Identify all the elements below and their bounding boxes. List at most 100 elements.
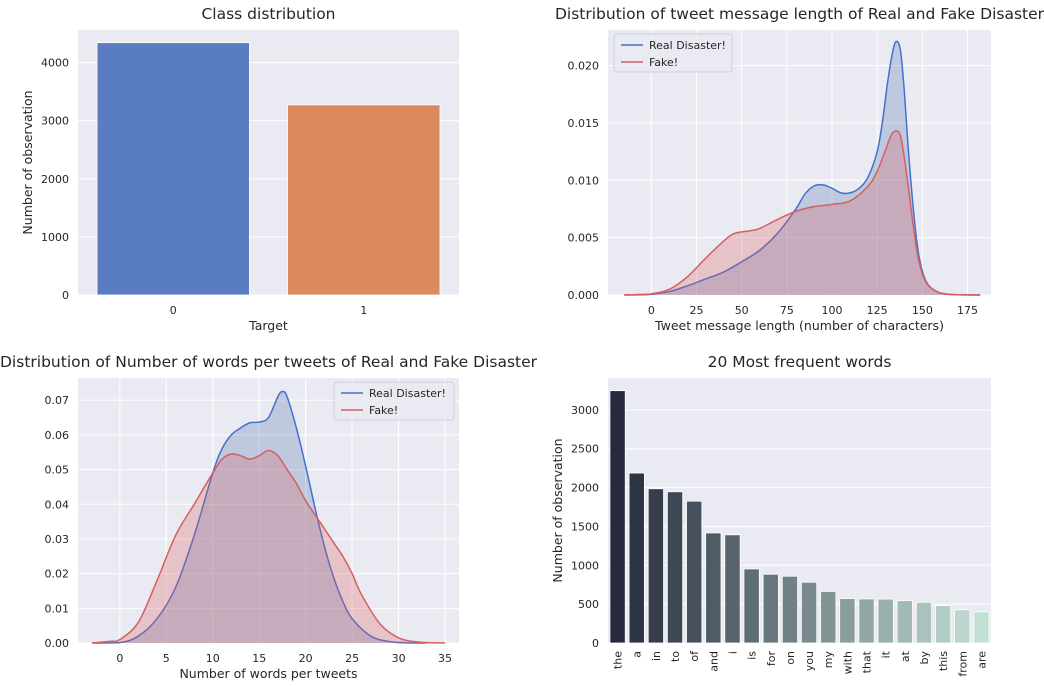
legend-box	[613, 33, 733, 73]
bar	[96, 42, 250, 296]
legend-label: Real Disaster!	[369, 387, 446, 400]
y-tick-label: 0.03	[45, 533, 70, 546]
y-tick-label: 2000	[41, 173, 69, 186]
x-tick-label: 0	[648, 304, 655, 317]
bar	[724, 534, 741, 644]
y-tick-label: 0.01	[45, 602, 70, 615]
x-tick-label: from	[956, 651, 969, 677]
chart-title: Class distribution	[201, 5, 335, 23]
y-tick-label: 2500	[571, 443, 599, 456]
series-area	[624, 130, 981, 295]
bar	[743, 568, 760, 644]
x-tick-label: 25	[690, 304, 704, 317]
x-tick-label: a	[631, 651, 644, 658]
y-tick-label: 0.04	[45, 498, 70, 511]
y-tick-label: 0.020	[568, 60, 600, 73]
x-tick-label: of	[688, 650, 701, 662]
bar	[666, 491, 684, 644]
y-tick-label: 0.000	[568, 289, 600, 302]
y-tick-label: 0	[592, 637, 599, 650]
bar	[628, 472, 645, 644]
bar	[896, 600, 913, 644]
bar	[647, 488, 664, 644]
x-tick-label: 15	[252, 652, 266, 665]
bar	[820, 590, 837, 644]
y-tick-label: 0.02	[45, 568, 70, 581]
x-tick-label: 100	[822, 304, 843, 317]
x-tick-label: i	[726, 651, 739, 654]
x-tick-label: it	[880, 650, 893, 658]
series-line	[91, 390, 427, 644]
y-tick-label: 3000	[571, 404, 599, 417]
chart-title: 20 Most frequent words	[708, 353, 892, 371]
x-tick-label: 5	[163, 652, 170, 665]
x-axis-label: Tweet message length (number of characte…	[654, 318, 944, 333]
x-tick-label: 0	[116, 652, 123, 665]
x-tick-label: 1	[360, 304, 367, 317]
x-tick-label: for	[765, 651, 778, 667]
x-tick-label: this	[937, 651, 950, 671]
bar	[705, 532, 722, 644]
plot-area	[78, 378, 459, 643]
series-area	[91, 391, 427, 643]
x-tick-label: on	[784, 651, 797, 665]
plot-area	[608, 30, 991, 295]
y-tick-label: 0.010	[568, 174, 600, 187]
legend-box	[333, 381, 455, 421]
bar	[781, 575, 798, 644]
y-tick-label: 2000	[571, 482, 599, 495]
x-tick-label: 0	[170, 304, 177, 317]
legend-label: Fake!	[369, 404, 398, 417]
x-tick-label: my	[822, 651, 835, 669]
x-axis-label: Number of words per tweets	[179, 666, 357, 681]
y-tick-label: 3000	[41, 115, 69, 128]
bar	[801, 581, 818, 644]
x-tick-label: the	[612, 651, 625, 669]
bar	[762, 573, 779, 644]
y-tick-label: 0.07	[45, 394, 70, 407]
x-tick-label: by	[918, 651, 931, 665]
x-tick-label: is	[746, 651, 759, 660]
x-tick-label: 20	[299, 652, 313, 665]
bar	[954, 609, 971, 644]
bar	[973, 611, 990, 644]
x-tick-label: that	[861, 650, 874, 673]
x-tick-label: 75	[780, 304, 794, 317]
x-tick-label: you	[803, 651, 816, 671]
chart-title: Distribution of tweet message length of …	[555, 5, 1044, 23]
bar	[935, 605, 952, 644]
y-tick-label: 0.00	[45, 637, 70, 650]
x-tick-label: with	[841, 651, 854, 674]
x-tick-label: are	[975, 651, 988, 669]
x-tick-label: 150	[912, 304, 933, 317]
x-tick-label: 30	[392, 652, 406, 665]
series-area	[91, 450, 446, 643]
bar	[686, 500, 703, 644]
bar	[915, 601, 933, 644]
y-tick-label: 500	[578, 598, 599, 611]
y-tick-label: 1500	[571, 520, 599, 533]
legend-label: Real Disaster!	[649, 39, 726, 52]
plot-area	[608, 378, 991, 643]
x-tick-label: 175	[957, 304, 978, 317]
x-tick-label: 35	[438, 652, 452, 665]
chart-title: Distribution of Number of words per twee…	[0, 353, 538, 371]
series-line	[624, 40, 981, 296]
x-tick-label: in	[650, 651, 663, 661]
x-tick-label: at	[899, 650, 912, 662]
y-tick-label: 0.05	[45, 464, 70, 477]
y-tick-label: 4000	[41, 57, 69, 70]
legend-label: Fake!	[649, 56, 678, 69]
y-tick-label: 0	[62, 289, 69, 302]
bar	[858, 598, 875, 644]
x-tick-label: 10	[206, 652, 220, 665]
bar	[609, 390, 626, 644]
x-tick-label: 25	[345, 652, 359, 665]
series-line	[91, 449, 446, 644]
x-tick-label: and	[707, 651, 720, 672]
series-line	[624, 130, 981, 296]
y-tick-label: 1000	[41, 231, 69, 244]
bar	[287, 104, 441, 296]
series-area	[624, 41, 981, 296]
